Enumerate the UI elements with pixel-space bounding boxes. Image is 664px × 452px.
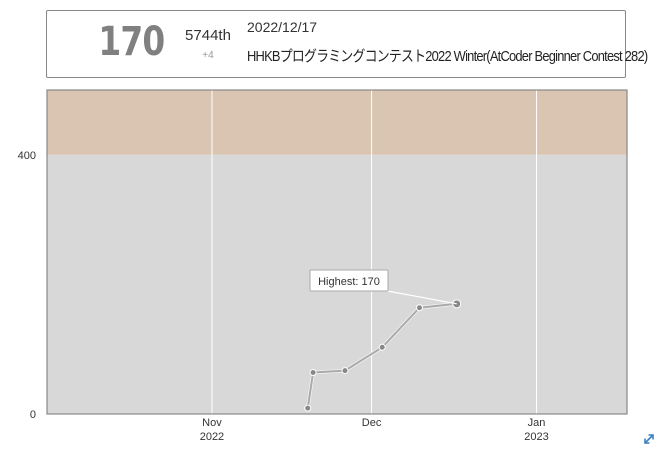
expand-icon[interactable] [642, 432, 656, 446]
contest-date: 2022/12/17 [247, 19, 318, 35]
tooltip-box [309, 269, 389, 292]
data-point [341, 367, 349, 375]
x-tick-label: Jan [528, 417, 546, 429]
plot-frame [46, 89, 628, 415]
tooltip-connector [381, 289, 457, 305]
rating-diff: +4 [202, 50, 214, 61]
y-tick-label: 0 [30, 409, 36, 421]
data-point [304, 404, 312, 412]
rating-band-1 [47, 90, 627, 155]
x-tick-label: Dec [362, 417, 382, 429]
rank-text: 5744th [185, 27, 231, 44]
x-tick-label: 2022 [200, 431, 224, 443]
data-point [378, 343, 386, 351]
series-line [306, 302, 457, 409]
y-tick-label: 400 [18, 150, 36, 162]
tooltip-label: Highest: 170 [318, 276, 380, 288]
x-tick-label: Nov [202, 417, 222, 429]
data-point [309, 369, 317, 377]
data-point [415, 304, 423, 312]
status-panel: 170 5744th +4 2022/12/17 HHKBプログラミングコンテス… [46, 10, 648, 78]
x-tick-label: 2023 [524, 431, 548, 443]
contest-name[interactable]: HHKBプログラミングコンテスト2022 Winter(AtCoder Begi… [247, 48, 648, 65]
